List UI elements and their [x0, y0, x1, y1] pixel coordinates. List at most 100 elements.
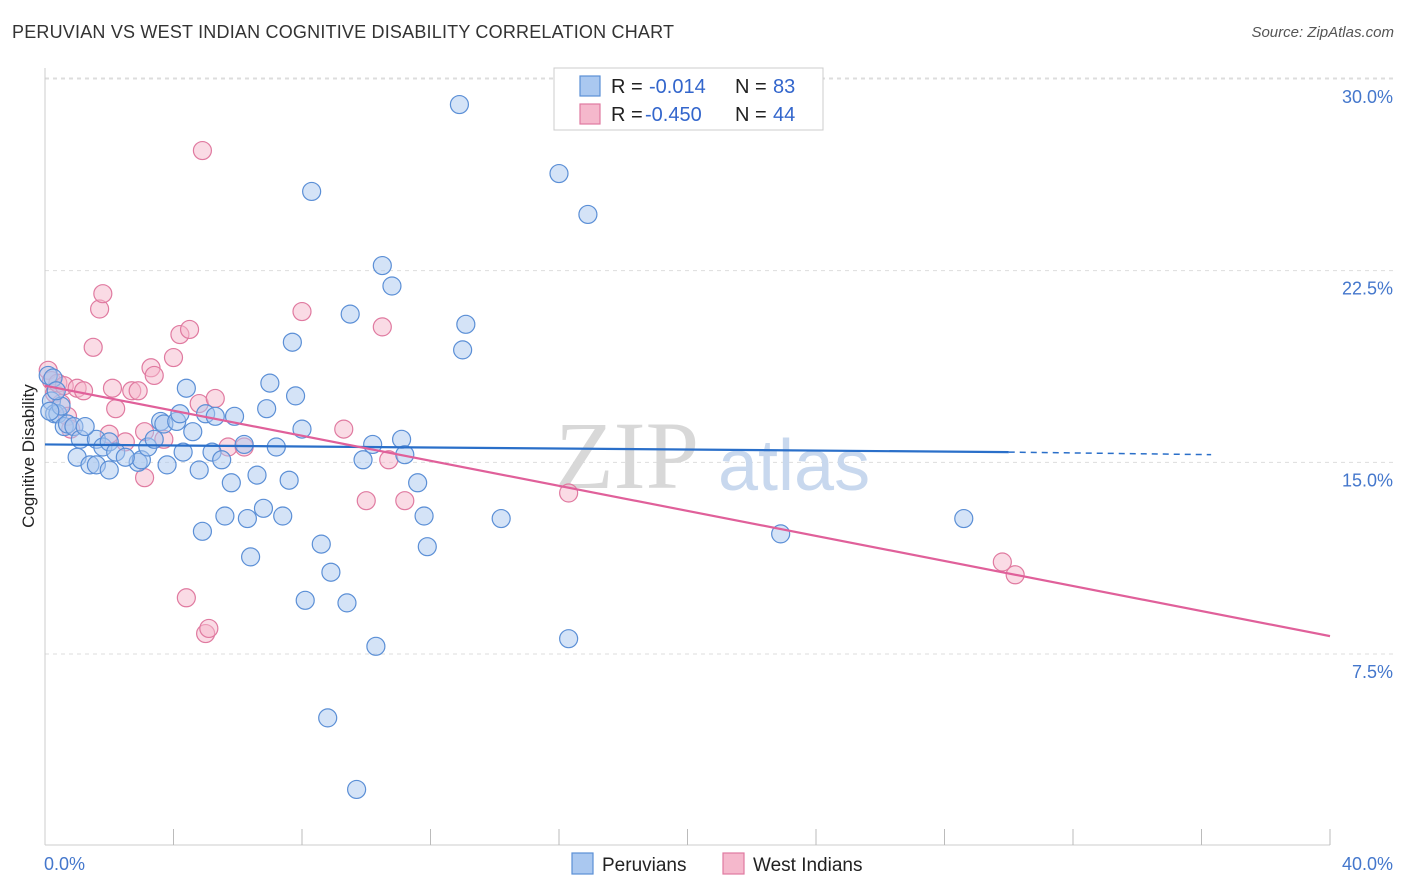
peruvian-point-70 [453, 340, 473, 360]
peruvian-point-81 [115, 447, 135, 467]
peruvian-point-49 [292, 419, 312, 439]
peruvian-point-74 [578, 204, 598, 225]
peruvian-point-58 [353, 450, 373, 470]
bottom-legend-peruvians: Peruvians [602, 855, 687, 876]
y-axis-label: Cognitive Disability [19, 384, 38, 528]
peruvian-point-33 [212, 450, 232, 470]
peruvian-point-47 [282, 332, 302, 352]
legend-r-value-2: -0.450 [645, 104, 702, 126]
legend-n-label-1: N = [735, 76, 767, 98]
legend-r-value-1: -0.014 [649, 76, 706, 98]
west-indian-point-10 [83, 337, 103, 357]
y-tick-labels: 7.5% 15.0% 22.5% 30.0% [1342, 87, 1393, 682]
west-indian-point-9 [73, 381, 94, 401]
peruvian-point-62 [382, 276, 402, 296]
peruvian-point-65 [408, 473, 428, 493]
source-credit: Source: ZipAtlas.com [1251, 24, 1394, 41]
peruvian-point-25 [173, 442, 193, 462]
peruvian-point-50 [295, 590, 315, 610]
legend-n-value-2: 44 [773, 104, 795, 126]
west-indian-point-38 [372, 317, 392, 337]
west-indian-point-35 [292, 301, 312, 322]
y-tick-label-2: 22.5% [1342, 279, 1393, 299]
west-indian-point-14 [102, 378, 123, 398]
x-tick-max: 40.0% [1342, 854, 1393, 874]
peruvian-point-73 [559, 629, 579, 649]
peruvian-point-53 [318, 708, 338, 728]
peruvian-point-46 [279, 470, 299, 490]
bottom-legend-swatch-peruvians [571, 852, 594, 875]
peruvian-point-22 [157, 455, 177, 475]
peruvian-point-38 [237, 508, 257, 529]
peruvian-point-67 [417, 537, 437, 557]
west-indian-point-18 [128, 381, 148, 401]
west-indian-point-42 [992, 552, 1012, 572]
peruvian-point-42 [253, 498, 274, 518]
y-tick-label-0: 7.5% [1352, 662, 1393, 682]
peruvian-point-14 [99, 460, 119, 480]
peruvian-point-71 [491, 508, 511, 529]
peruvian-point-68 [449, 94, 470, 115]
peruvian-point-54 [321, 562, 341, 582]
trend-lines [44, 384, 1331, 638]
chart-title: PERUVIAN VS WEST INDIAN COGNITIVE DISABI… [12, 22, 675, 42]
west-indian-point-12 [93, 284, 113, 304]
west-indian-point-27 [179, 319, 200, 340]
peruvian-point-29 [192, 521, 213, 541]
grid-lines [45, 77, 1393, 655]
series-legend: Peruvians West Indians [571, 852, 862, 876]
peruvian-point-56 [340, 304, 360, 324]
legend-swatch-west-indians [579, 103, 601, 125]
west-indian-point-15 [106, 399, 126, 419]
trend-line-peruvians [44, 443, 1009, 454]
west-indian-point-26 [176, 588, 196, 608]
west-indian-point-37 [356, 491, 376, 511]
peruvian-point-77 [40, 401, 60, 421]
peruvian-point-48 [285, 386, 306, 406]
peruvian-point-26 [176, 378, 196, 398]
peruvian-point-60 [366, 636, 386, 656]
peruvian-point-72 [549, 163, 569, 184]
peruvian-point-34 [215, 506, 235, 526]
peruvian-point-43 [260, 373, 280, 393]
peruvian-point-28 [189, 460, 209, 480]
y-tick-label-1: 15.0% [1342, 470, 1393, 490]
peruvian-point-69 [456, 314, 476, 334]
axes [44, 68, 1331, 846]
west-indian-point-40 [395, 491, 415, 511]
west-indian-point-24 [163, 347, 184, 368]
watermark-atlas: atlas [718, 426, 870, 506]
peruvian-point-41 [257, 399, 277, 419]
legend-swatch-peruvians [579, 75, 601, 97]
west-indian-point-31 [199, 618, 219, 639]
legend-r-label-2: R = [611, 104, 643, 126]
west-indian-point-29 [192, 140, 213, 161]
peruvian-point-32 [205, 406, 225, 426]
peruvian-point-39 [241, 547, 261, 567]
peruvian-point-45 [273, 506, 293, 526]
peruvian-point-57 [347, 779, 367, 800]
peruvian-point-79 [46, 381, 66, 401]
bottom-legend-swatch-west-indians [722, 852, 745, 875]
peruvian-point-35 [221, 473, 241, 493]
trend-line-west-indians [44, 384, 1331, 638]
peruvian-point-80 [75, 416, 95, 437]
peruvian-point-66 [414, 506, 434, 526]
peruvian-point-51 [302, 181, 322, 202]
peruvian-point-52 [311, 534, 331, 554]
peruvian-point-37 [234, 434, 254, 455]
correlation-legend: R = -0.014 N = 83 R = -0.450 N = 44 [553, 67, 824, 131]
peruvian-point-27 [183, 422, 203, 442]
peruvian-point-76 [954, 508, 974, 529]
peruvian-point-82 [144, 429, 164, 449]
bottom-legend-west-indians: West Indians [753, 855, 862, 876]
watermark-zip: ZIP [555, 402, 699, 509]
west-indian-point-32 [205, 388, 225, 409]
trend-line-peruvians-extension [1008, 451, 1212, 456]
legend-n-value-1: 83 [773, 76, 795, 98]
x-tick-min: 0.0% [44, 854, 85, 874]
peruvian-point-40 [247, 465, 267, 485]
legend-r-label-1: R = [611, 76, 643, 98]
legend-n-label-2: N = [735, 104, 767, 126]
